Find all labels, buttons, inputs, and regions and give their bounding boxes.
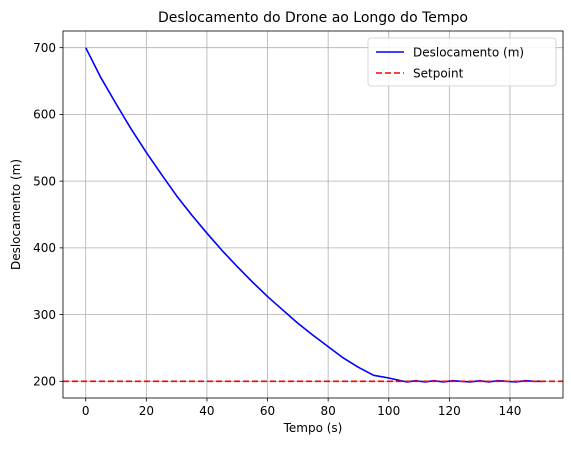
- x-tick-label: 40: [199, 404, 214, 418]
- x-tick-label: 20: [139, 404, 154, 418]
- x-tick-label: 80: [321, 404, 336, 418]
- legend-box: [367, 37, 557, 87]
- series-layer: [63, 47, 563, 383]
- y-tick-label: 300: [33, 308, 56, 322]
- x-tick-label: 60: [260, 404, 275, 418]
- y-tick-label: 500: [33, 174, 56, 188]
- x-tick-label: 120: [438, 404, 461, 418]
- x-tick-label: 0: [82, 404, 90, 418]
- y-axis: 200 300 400 500 600 700: [33, 41, 63, 389]
- x-axis-label: Tempo (s): [283, 421, 343, 435]
- legend-label: Setpoint: [413, 66, 464, 80]
- legend: Deslocamento (m) Setpoint: [367, 37, 557, 87]
- y-tick-label: 400: [33, 241, 56, 255]
- legend-label: Deslocamento (m): [413, 45, 524, 59]
- y-tick-label: 200: [33, 375, 56, 389]
- x-tick-label: 140: [499, 404, 522, 418]
- y-axis-label: Deslocamento (m): [9, 159, 23, 270]
- x-axis: 0 20 40 60 80 100 120 140: [82, 398, 522, 418]
- chart-title: Deslocamento do Drone ao Longo do Tempo: [158, 10, 468, 26]
- x-tick-label: 100: [377, 404, 400, 418]
- y-tick-label: 700: [33, 41, 56, 55]
- y-tick-label: 600: [33, 108, 56, 122]
- plot-frame: [62, 30, 564, 399]
